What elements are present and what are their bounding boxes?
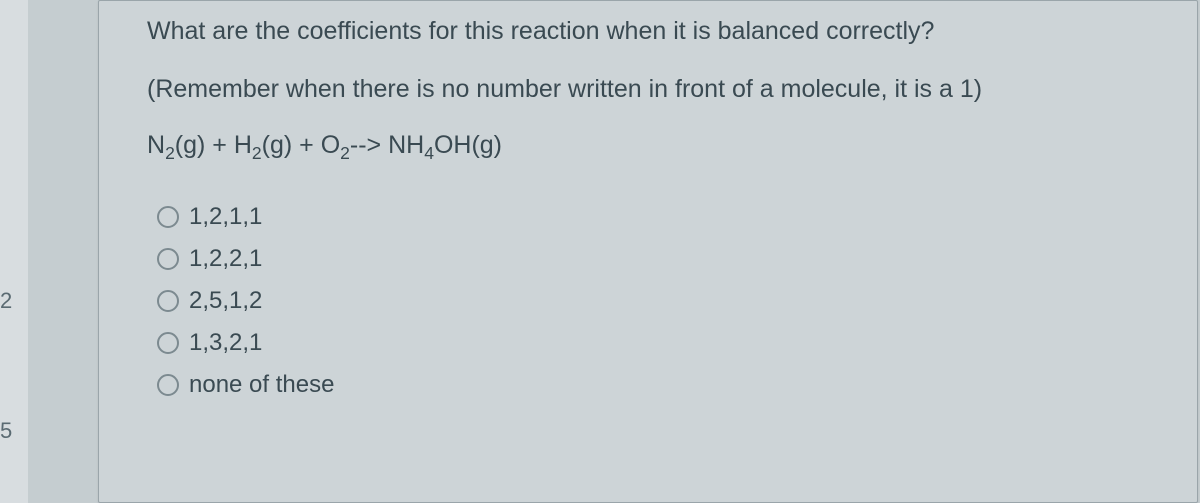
option-5-label: none of these bbox=[189, 371, 334, 399]
eq-n2: N bbox=[147, 131, 165, 159]
eq-oh: OH(g) bbox=[434, 131, 502, 159]
left-number-2: 2 bbox=[0, 288, 12, 314]
eq-h2: H bbox=[234, 131, 252, 159]
question-prompt: What are the coefficients for this react… bbox=[147, 15, 1161, 49]
option-2-label: 1,2,2,1 bbox=[189, 245, 262, 273]
radio-icon[interactable] bbox=[157, 374, 179, 396]
left-number-5: 5 bbox=[0, 418, 12, 444]
question-hint: (Remember when there is no number writte… bbox=[147, 73, 1161, 107]
eq-h2-state: (g) bbox=[262, 131, 293, 159]
option-1-label: 1,2,1,1 bbox=[189, 203, 262, 231]
eq-arrow: --> bbox=[350, 131, 388, 159]
eq-nh4-sub: 4 bbox=[424, 143, 434, 163]
radio-icon[interactable] bbox=[157, 248, 179, 270]
eq-plus-1: + bbox=[205, 131, 234, 159]
eq-nh: NH bbox=[388, 131, 424, 159]
option-4-label: 1,3,2,1 bbox=[189, 329, 262, 357]
eq-o2-sub: 2 bbox=[340, 143, 350, 163]
eq-h2-sub: 2 bbox=[252, 143, 262, 163]
question-card: What are the coefficients for this react… bbox=[98, 0, 1198, 503]
options-list: 1,2,1,1 1,2,2,1 2,5,1,2 1,3,2,1 none of … bbox=[147, 203, 1161, 399]
option-4[interactable]: 1,3,2,1 bbox=[157, 329, 1161, 357]
option-3[interactable]: 2,5,1,2 bbox=[157, 287, 1161, 315]
option-2[interactable]: 1,2,2,1 bbox=[157, 245, 1161, 273]
eq-plus-2: + bbox=[292, 131, 321, 159]
eq-n2-sub: 2 bbox=[165, 143, 175, 163]
eq-n2-state: (g) bbox=[175, 131, 206, 159]
option-1[interactable]: 1,2,1,1 bbox=[157, 203, 1161, 231]
option-3-label: 2,5,1,2 bbox=[189, 287, 262, 315]
radio-icon[interactable] bbox=[157, 332, 179, 354]
eq-o2: O bbox=[321, 131, 340, 159]
radio-icon[interactable] bbox=[157, 290, 179, 312]
radio-icon[interactable] bbox=[157, 206, 179, 228]
option-5[interactable]: none of these bbox=[157, 371, 1161, 399]
reaction-equation: N2(g) + H2(g) + O2--> NH4OH(g) bbox=[147, 129, 1161, 166]
